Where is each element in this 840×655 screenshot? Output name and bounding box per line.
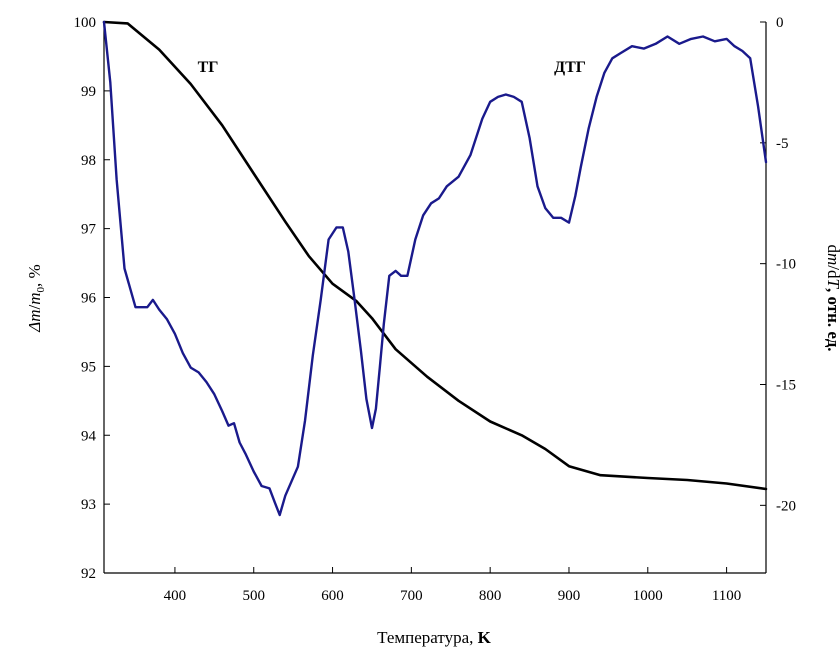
x-tick-label: 900 bbox=[558, 588, 581, 604]
y-left-tick-label: 99 bbox=[81, 84, 96, 100]
series-line-dtg bbox=[102, 20, 768, 517]
y-left-tick-label: 97 bbox=[81, 222, 97, 238]
x-tick-label: 1100 bbox=[712, 588, 741, 604]
x-tick-label: 700 bbox=[400, 588, 423, 604]
y-right-tick-label: -20 bbox=[776, 498, 796, 514]
x-tick-label: 500 bbox=[242, 588, 265, 604]
y-left-tick-label: 94 bbox=[81, 428, 97, 444]
y-right-tick-label: -10 bbox=[776, 257, 796, 273]
y-axis-left-title: Δm/m0, % bbox=[25, 264, 47, 332]
x-tick-label: 1000 bbox=[633, 588, 663, 604]
x-tick-label: 400 bbox=[164, 588, 187, 604]
plot-lines bbox=[102, 20, 768, 517]
y-right-tick-label: -5 bbox=[776, 136, 789, 152]
y-right-tick-label: 0 bbox=[776, 15, 784, 31]
x-axis-title: Температура, K bbox=[377, 628, 492, 647]
series-label-dtg: ДТГ bbox=[554, 59, 586, 76]
y-right-tick-label: -15 bbox=[776, 378, 796, 394]
y-left-tick-label: 95 bbox=[81, 359, 96, 375]
series-label-tg: ТГ bbox=[198, 59, 219, 76]
tick-labels: 400 500 600 700 800 900 1000 110092939495969798… bbox=[74, 15, 797, 604]
y-left-tick-label: 100 bbox=[74, 15, 97, 31]
y-left-tick-label: 92 bbox=[81, 566, 96, 582]
y-left-tick-label: 96 bbox=[81, 291, 97, 307]
plot-frame bbox=[103, 21, 767, 574]
y-left-tick-label: 93 bbox=[81, 497, 96, 513]
y-left-tick-label: 98 bbox=[81, 153, 96, 169]
x-tick-label: 800 bbox=[479, 588, 502, 604]
y-axis-right-title: dm/dT, отн. ед. bbox=[824, 244, 840, 351]
series-line-tg bbox=[102, 20, 768, 491]
x-tick-label: 600 bbox=[321, 588, 344, 604]
